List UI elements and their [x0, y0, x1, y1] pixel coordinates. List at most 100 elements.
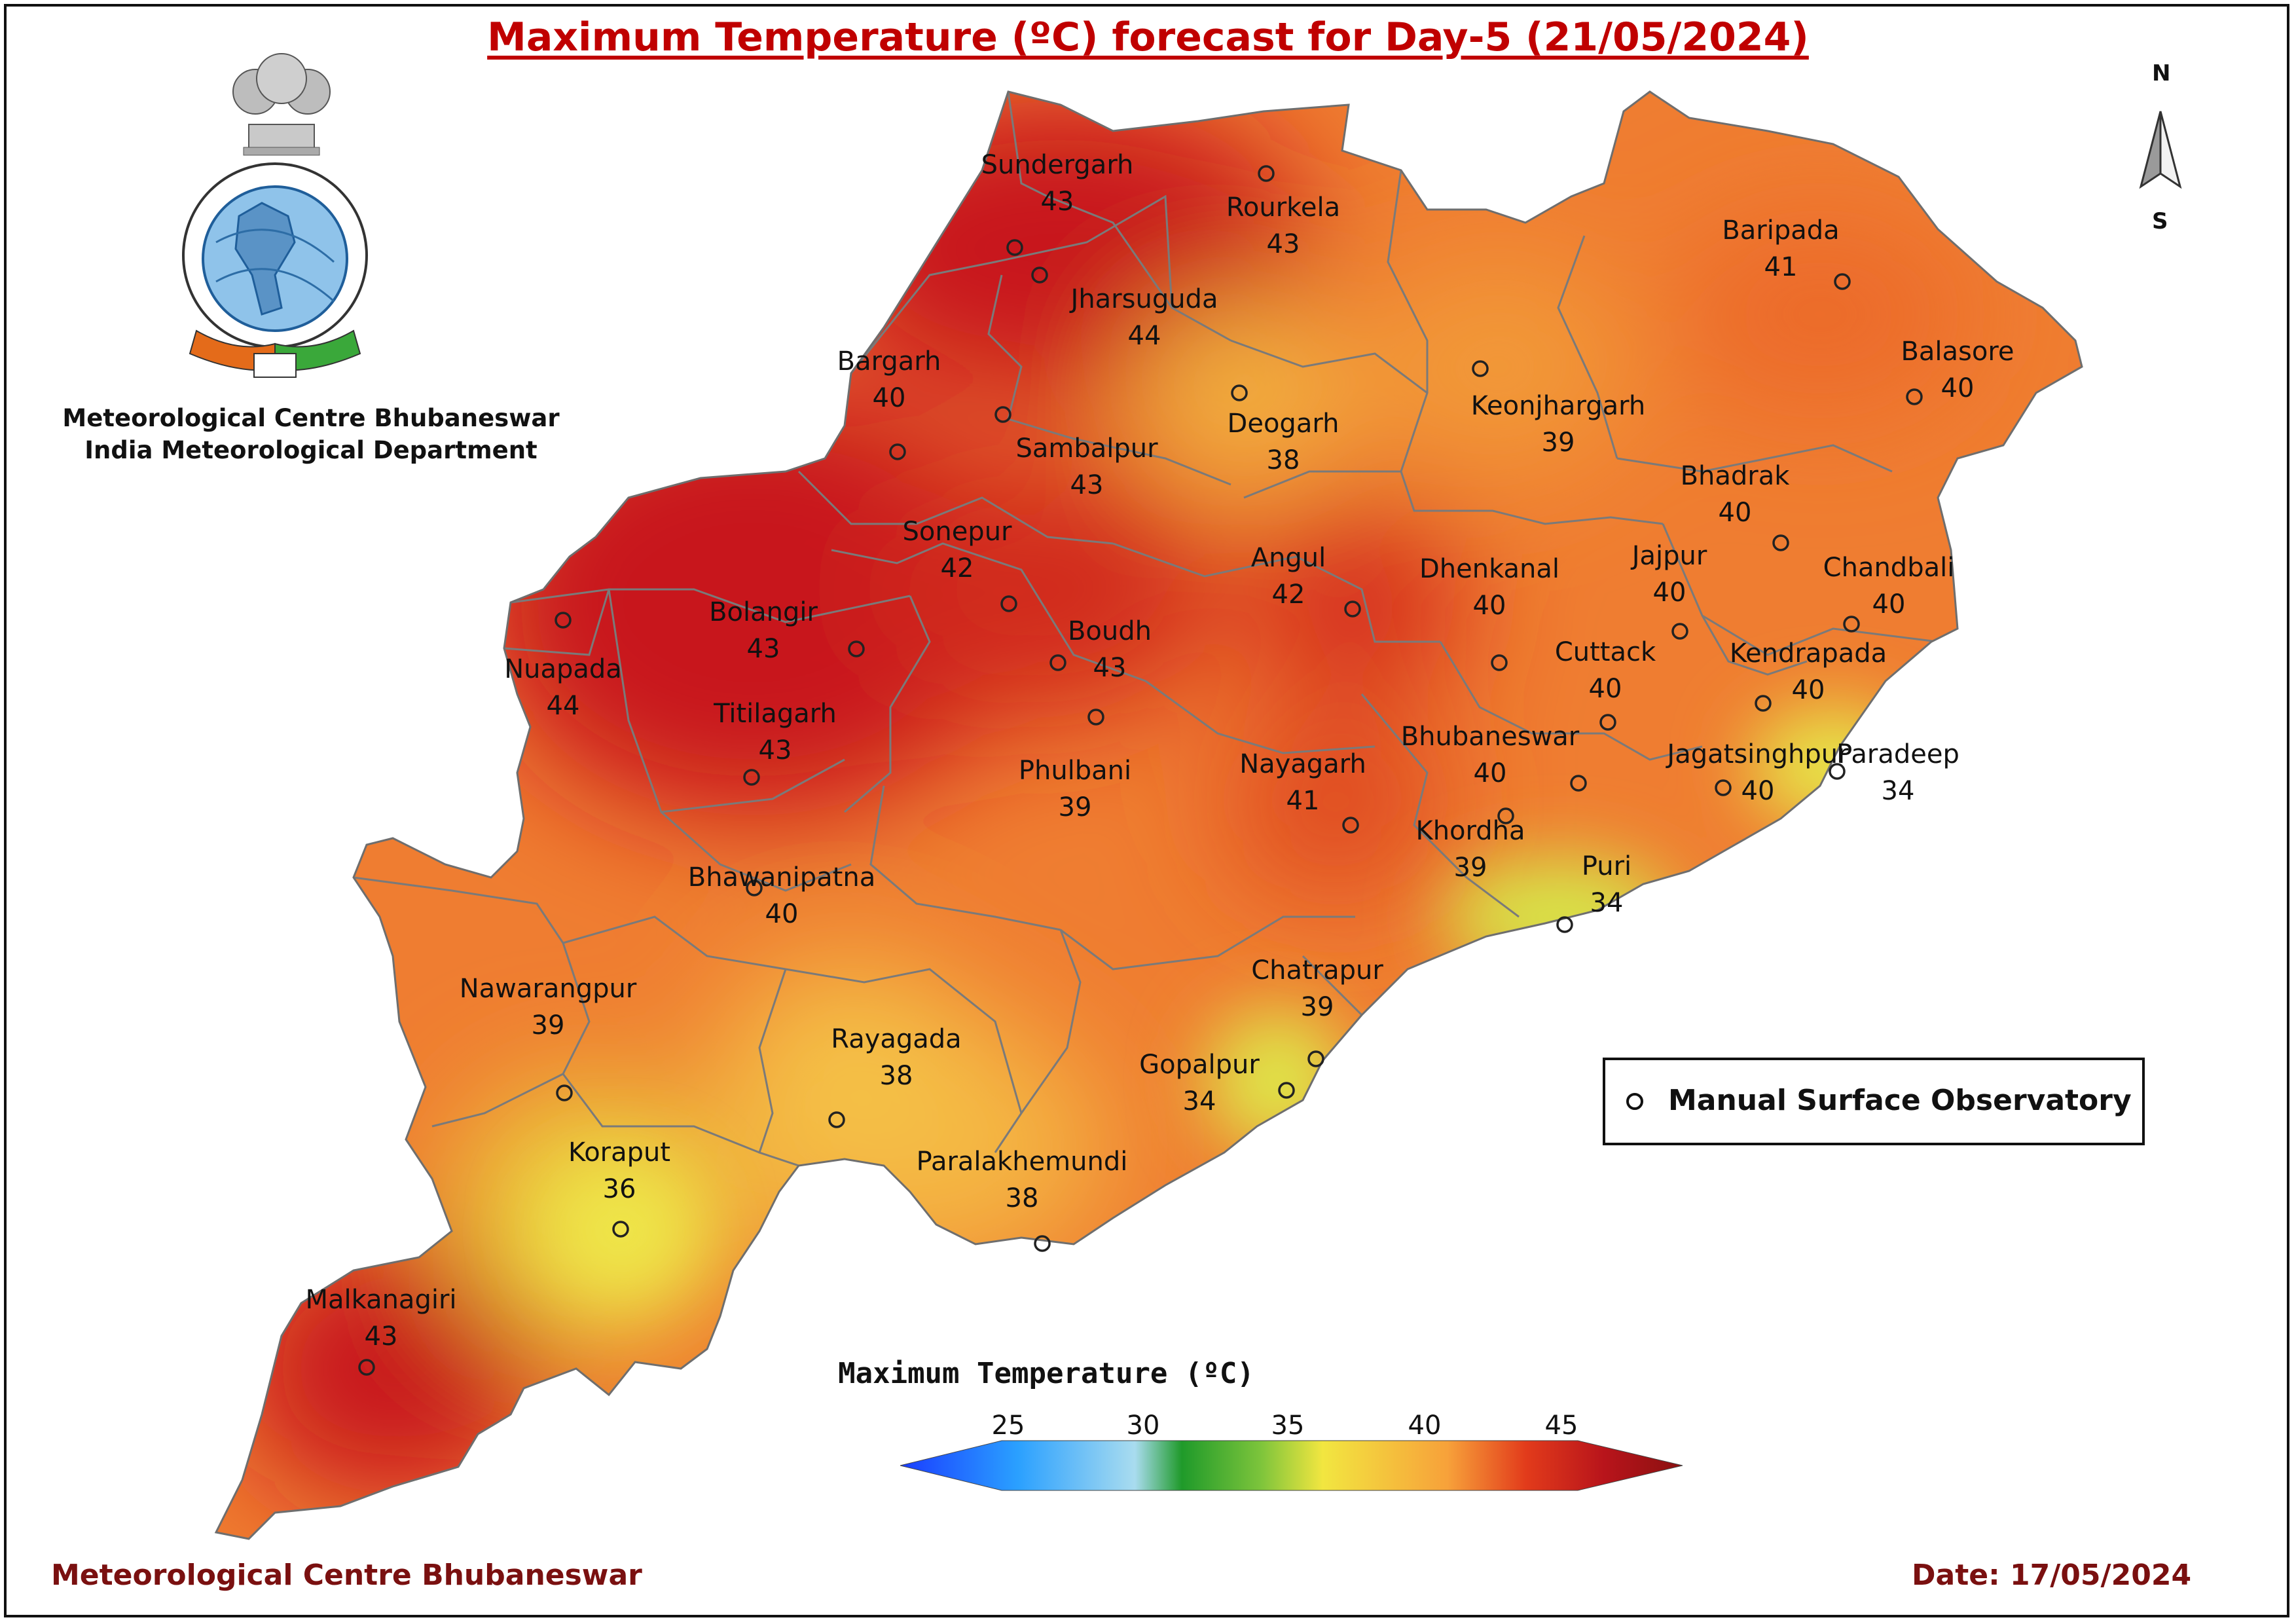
station-temperature: 40 — [1653, 578, 1686, 608]
footer-organization: Meteorological Centre Bhubaneswar — [51, 1559, 642, 1592]
station-name: Jajpur — [1630, 541, 1707, 571]
station-marker-icon — [612, 1221, 629, 1238]
stations-layer: Sundergarh 43 Rourkela 43 Jharsuguda 44 Baripa… — [305, 150, 2014, 1376]
station-temperature: 43 — [759, 735, 792, 766]
footer-date: Date: 17/05/2024 — [1912, 1559, 2192, 1592]
station-marker-icon — [1497, 807, 1514, 824]
station-temperature: 39 — [1059, 792, 1092, 822]
station-marker-icon — [1231, 384, 1248, 401]
station-jajpur: Jajpur 40 — [1630, 541, 1707, 640]
station-temperature: 43 — [1070, 470, 1104, 500]
station-name: Sonepur — [902, 517, 1012, 547]
station-marker-icon — [1491, 654, 1508, 671]
station-marker-icon — [1829, 763, 1846, 780]
station-name: Phulbani — [1019, 756, 1131, 786]
station-name: Bhawanipatna — [688, 862, 875, 893]
station-jharsuguda: Jharsuguda 44 — [1031, 267, 1218, 351]
station-paradeep: Paradeep 34 — [1829, 739, 1959, 806]
station-chatrapur: Chatrapur 39 — [1251, 955, 1383, 1067]
station-boudh: Boudh 43 — [1049, 616, 1152, 683]
station-marker-icon — [1258, 165, 1275, 182]
district-boundaries — [353, 92, 1939, 1167]
station-name: Rayagada — [831, 1024, 961, 1054]
station-khordha: Khordha 39 — [1415, 807, 1525, 883]
org-line-2: India Meteorological Department — [84, 436, 538, 464]
legend-box: Manual Surface Observatory — [1603, 1058, 2145, 1145]
station-marker-icon — [1278, 1082, 1295, 1099]
station-temperature: 38 — [1267, 445, 1300, 475]
station-cuttack: Cuttack 40 — [1555, 637, 1656, 731]
station-temperature: 36 — [603, 1174, 636, 1204]
station-name: Paradeep — [1836, 739, 1959, 769]
station-marker-icon — [1834, 273, 1851, 290]
station-rourkela: Rourkela 43 — [1226, 165, 1340, 259]
station-temperature: 40 — [1719, 498, 1752, 528]
station-marker-icon — [1556, 916, 1573, 933]
station-titilagarh: Titilagarh 43 — [713, 699, 837, 786]
station-temperature: 40 — [1589, 674, 1622, 704]
station-paralakhemundi: Paralakhemundi 38 — [917, 1147, 1128, 1252]
station-marker-icon — [1344, 600, 1361, 618]
station-name: Jharsuguda — [1069, 284, 1218, 314]
station-rayagada: Rayagada 38 — [828, 1024, 962, 1128]
station-sonepur: Sonepur 42 — [902, 517, 1017, 612]
station-marker-icon — [828, 1111, 845, 1128]
station-marker-icon — [1755, 695, 1772, 712]
station-deogarh: Deogarh 38 — [1228, 384, 1339, 475]
station-temperature: 41 — [1286, 786, 1320, 816]
station-temperature: 40 — [1473, 591, 1506, 621]
station-name: Paralakhemundi — [917, 1147, 1128, 1177]
station-temperature: 39 — [532, 1010, 565, 1041]
station-marker-icon — [1034, 1235, 1051, 1252]
colorbar: Maximum Temperature (ºC) 25 30 35 40 45 — [838, 1357, 1683, 1491]
station-bhubaneswar: Bhubaneswar 40 — [1401, 722, 1587, 792]
station-puri: Puri 34 — [1556, 851, 1631, 933]
station-name: Cuttack — [1555, 637, 1656, 667]
org-line-1: Meteorological Centre Bhubaneswar — [62, 404, 560, 432]
station-malkanagiri: Malkanagiri 43 — [305, 1285, 457, 1376]
station-name: Malkanagiri — [305, 1285, 456, 1315]
station-temperature: 40 — [765, 899, 799, 929]
station-marker-icon — [1000, 595, 1017, 612]
station-temperature: 38 — [1006, 1183, 1039, 1213]
colorbar-tick-label: 35 — [1271, 1411, 1305, 1441]
station-name: Gopalpur — [1139, 1050, 1260, 1080]
station-dhenkanal: Dhenkanal 40 — [1419, 554, 1559, 671]
imd-logo — [182, 53, 368, 378]
station-angul: Angul 42 — [1251, 543, 1361, 618]
station-temperature: 43 — [1267, 229, 1300, 259]
station-name: Bhadrak — [1681, 461, 1791, 491]
colorbar-tick-label: 25 — [992, 1411, 1025, 1441]
station-chandbali: Chandbali 40 — [1823, 553, 1954, 633]
colorbar-title: Maximum Temperature (ºC) — [838, 1357, 1254, 1390]
station-sundergarh: Sundergarh 43 — [981, 150, 1133, 256]
station-name: Baripada — [1722, 215, 1839, 246]
station-name: Bolangir — [709, 597, 818, 627]
station-gopalpur: Gopalpur 34 — [1139, 1050, 1295, 1116]
station-name: Rourkela — [1226, 193, 1340, 223]
colorbar-tick-label: 40 — [1408, 1411, 1442, 1441]
station-phulbani: Phulbani 39 — [1019, 709, 1131, 822]
station-name: Khordha — [1415, 816, 1525, 846]
station-temperature: 43 — [1041, 187, 1074, 217]
station-name: Keonjhargarh — [1471, 391, 1645, 421]
station-marker-icon — [1031, 267, 1048, 284]
station-temperature: 39 — [1542, 428, 1575, 458]
north-arrow — [2139, 111, 2182, 189]
station-bargarh: Bargarh 40 — [837, 346, 941, 460]
station-bhadrak: Bhadrak 40 — [1681, 461, 1791, 551]
station-name: Puri — [1582, 851, 1631, 881]
station-bolangir: Bolangir 43 — [709, 597, 865, 664]
station-temperature: 39 — [1301, 992, 1334, 1022]
station-marker-icon — [848, 640, 865, 657]
station-temperature: 40 — [1792, 675, 1825, 705]
station-name: Nuapada — [504, 654, 622, 684]
station-marker-icon — [555, 612, 572, 629]
station-name: Nawarangpur — [460, 974, 637, 1004]
station-marker-icon — [743, 769, 760, 786]
station-name: Boudh — [1068, 616, 1152, 646]
station-marker-icon — [1049, 654, 1066, 671]
station-nawarangpur: Nawarangpur 39 — [460, 974, 637, 1101]
observatory-marker-icon — [1626, 1093, 1643, 1110]
